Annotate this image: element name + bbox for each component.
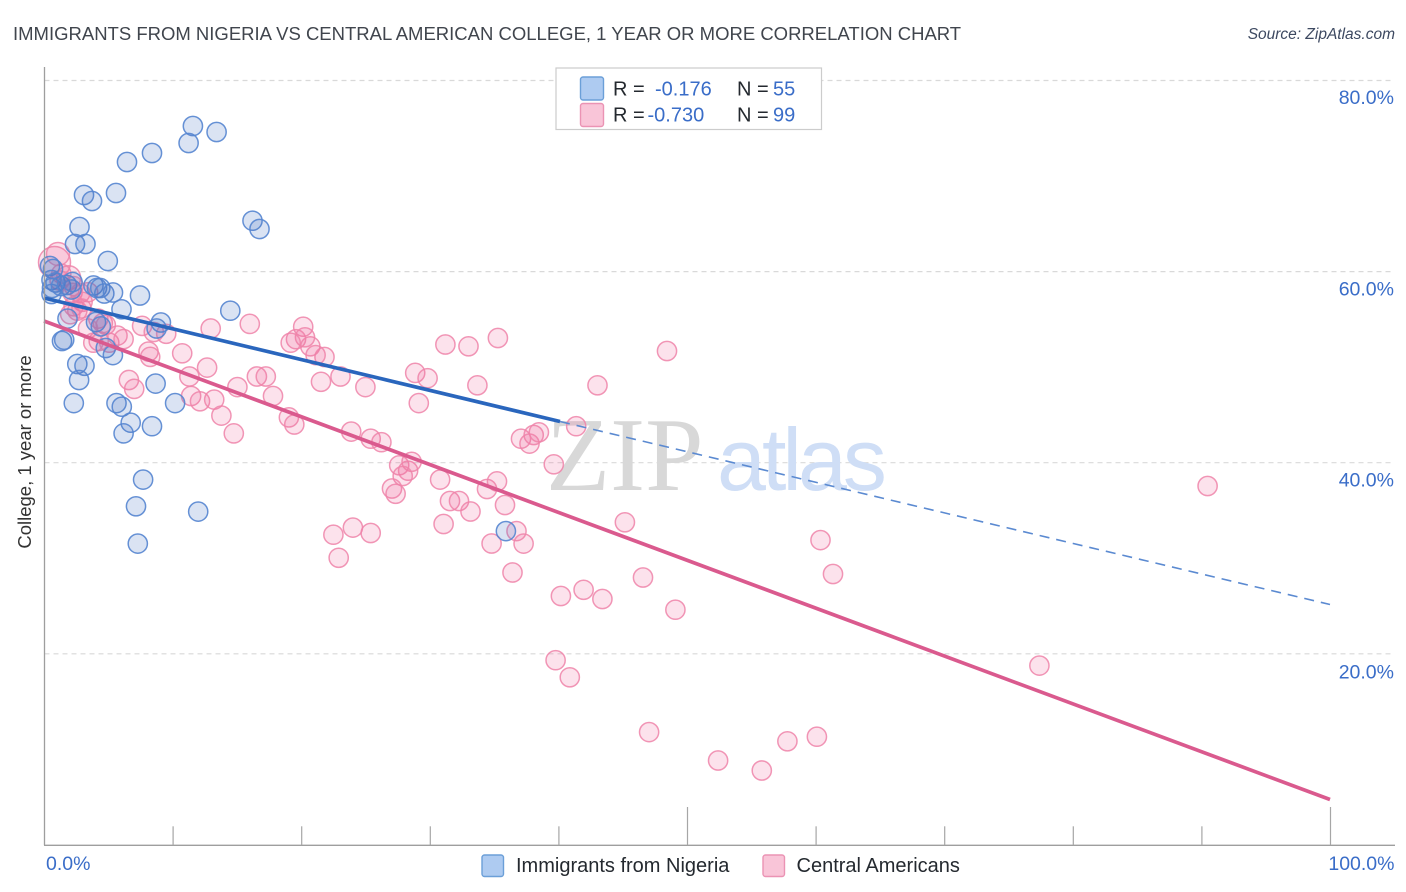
svg-text:99: 99 bbox=[773, 105, 795, 127]
svg-text:-0.176: -0.176 bbox=[655, 79, 712, 101]
svg-text:IMMIGRANTS FROM NIGERIA VS CEN: IMMIGRANTS FROM NIGERIA VS CENTRAL AMERI… bbox=[13, 23, 961, 44]
svg-text:20.0%: 20.0% bbox=[1339, 662, 1394, 684]
svg-text:Immigrants from Nigeria: Immigrants from Nigeria bbox=[516, 855, 730, 877]
svg-text:40.0%: 40.0% bbox=[1339, 470, 1394, 492]
svg-text:60.0%: 60.0% bbox=[1339, 279, 1394, 301]
svg-text:100.0%: 100.0% bbox=[1328, 853, 1394, 875]
svg-text:College, 1 year or more: College, 1 year or more bbox=[14, 355, 35, 548]
svg-text:Central Americans: Central Americans bbox=[797, 855, 960, 877]
svg-text:ZIP: ZIP bbox=[546, 396, 704, 513]
svg-text:R =: R = bbox=[613, 105, 645, 127]
svg-text:80.0%: 80.0% bbox=[1339, 87, 1394, 109]
svg-text:0.0%: 0.0% bbox=[46, 853, 90, 875]
svg-text:R =: R = bbox=[613, 79, 645, 101]
svg-text:-0.730: -0.730 bbox=[648, 105, 705, 127]
svg-text:N =: N = bbox=[737, 79, 769, 101]
svg-text:55: 55 bbox=[773, 79, 795, 101]
svg-text:N =: N = bbox=[737, 105, 769, 127]
svg-text:Source: ZipAtlas.com: Source: ZipAtlas.com bbox=[1248, 26, 1395, 43]
svg-text:atlas: atlas bbox=[717, 410, 884, 509]
